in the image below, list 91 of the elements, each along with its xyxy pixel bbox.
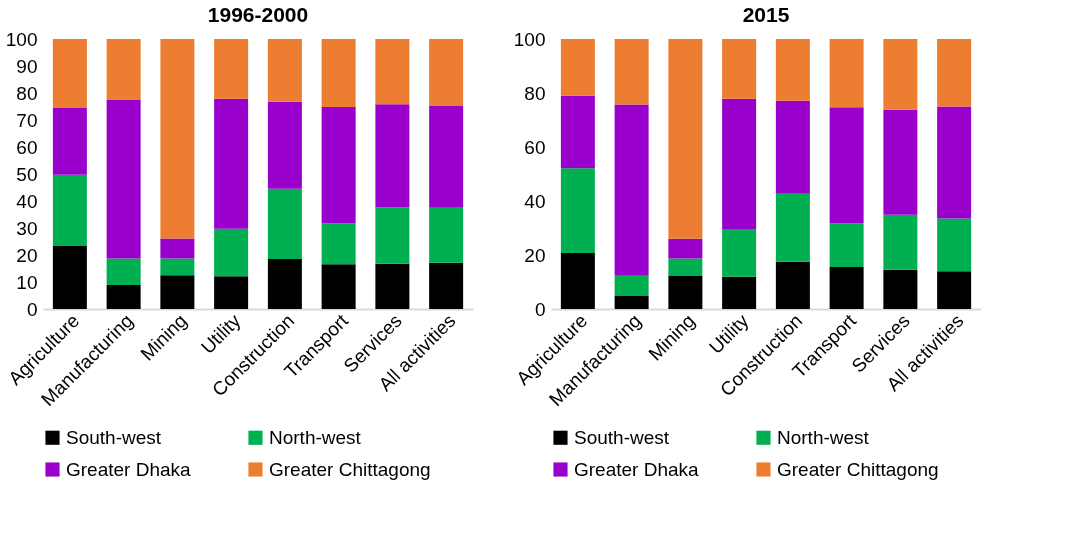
y-tick-label: 0 — [534, 298, 546, 320]
bar — [722, 98, 757, 230]
bar — [614, 39, 649, 105]
bar — [429, 39, 464, 106]
bar — [560, 253, 595, 309]
bar — [160, 275, 195, 309]
bar — [560, 168, 595, 254]
bar — [937, 39, 972, 107]
y-tick-label: 80 — [524, 82, 546, 104]
bar — [775, 39, 810, 101]
chart-title: 2015 — [742, 3, 790, 26]
bar — [52, 174, 87, 247]
y-tick-label: 100 — [5, 28, 38, 50]
bar — [775, 193, 810, 262]
y-tick-label: 20 — [524, 244, 546, 266]
y-tick-label: 40 — [524, 190, 546, 212]
bar — [375, 207, 410, 264]
bar — [267, 101, 302, 189]
bar — [937, 271, 972, 309]
bar — [668, 238, 703, 259]
bar — [267, 259, 302, 309]
bar — [614, 296, 649, 309]
bar — [668, 258, 703, 277]
bar — [375, 104, 410, 208]
y-tick-label: 90 — [16, 55, 38, 77]
bar — [883, 214, 918, 270]
bar — [52, 108, 87, 175]
bar — [775, 261, 810, 309]
bar — [214, 228, 249, 277]
bar — [829, 107, 864, 224]
bar — [668, 276, 703, 309]
y-tick-label: 30 — [16, 217, 38, 239]
y-tick-label: 0 — [26, 298, 38, 320]
bar — [106, 99, 141, 259]
legend-label: South-west — [574, 426, 670, 448]
bar — [937, 106, 972, 219]
legend-label: North-west — [777, 426, 870, 448]
y-tick-label: 40 — [16, 190, 38, 212]
bar — [160, 258, 195, 276]
bar — [829, 39, 864, 108]
y-tick-label: 100 — [513, 28, 546, 50]
bar — [722, 276, 757, 309]
bar — [52, 39, 87, 109]
bar — [160, 39, 195, 239]
bar — [429, 262, 464, 309]
bar — [883, 109, 918, 215]
bar — [614, 104, 649, 276]
legend-label: South-west — [66, 426, 162, 448]
bar — [106, 284, 141, 309]
bar — [829, 266, 864, 309]
bar — [375, 39, 410, 105]
bar — [52, 246, 87, 309]
bar — [429, 207, 464, 263]
y-tick-label: 60 — [524, 136, 546, 158]
legend-label: Greater Dhaka — [574, 458, 700, 480]
legend-label: North-west — [269, 426, 362, 448]
bar — [883, 269, 918, 309]
bar — [160, 238, 195, 259]
y-tick-label: 50 — [16, 163, 38, 185]
chart-title: 1996-2000 — [207, 3, 309, 26]
bar — [560, 95, 595, 169]
y-tick-label: 80 — [16, 82, 38, 104]
legend-label: Greater Chittagong — [269, 458, 431, 480]
y-tick-label: 20 — [16, 244, 38, 266]
bar — [883, 39, 918, 110]
bar — [829, 223, 864, 267]
bar — [106, 258, 141, 285]
bar — [214, 276, 249, 309]
legend-label: Greater Dhaka — [66, 458, 192, 480]
y-tick-label: 60 — [16, 136, 38, 158]
bar — [214, 98, 249, 229]
bar — [214, 39, 249, 99]
bar — [722, 39, 757, 99]
bar — [775, 100, 810, 194]
bar — [668, 39, 703, 239]
bar — [106, 39, 141, 100]
y-tick-label: 70 — [16, 109, 38, 131]
bar — [267, 39, 302, 102]
bar — [267, 188, 302, 260]
y-tick-label: 10 — [16, 271, 38, 293]
bar — [321, 107, 356, 224]
bar — [429, 105, 464, 208]
legend-label: Greater Chittagong — [777, 458, 939, 480]
bar — [321, 39, 356, 108]
bar — [375, 263, 410, 309]
bar — [321, 264, 356, 309]
bar — [560, 39, 595, 96]
bar — [937, 218, 972, 272]
bar — [722, 229, 757, 277]
bar — [614, 275, 649, 297]
bar — [321, 223, 356, 265]
